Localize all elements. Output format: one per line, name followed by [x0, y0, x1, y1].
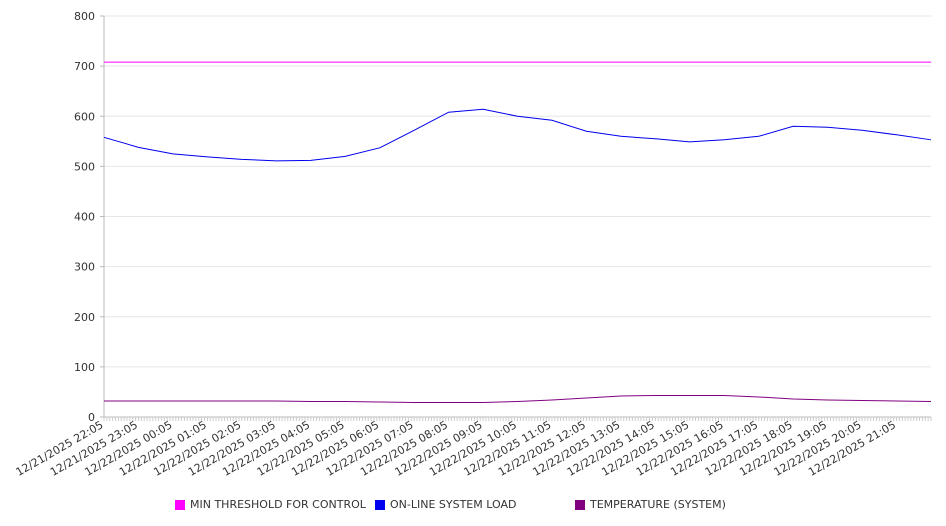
series-line-1	[103, 108, 932, 162]
series-line-2	[104, 394, 932, 403]
y-tick-label: 600	[74, 110, 95, 123]
y-tick-label: 100	[74, 361, 95, 374]
grid	[104, 15, 931, 368]
y-tick-label: 0	[88, 411, 95, 424]
y-tick-label: 200	[74, 311, 95, 324]
y-tick-label: 800	[74, 10, 95, 23]
line-chart: 0 100 200 300 400 500 600 700 800 12/21/2025 22:…	[14, 10, 932, 479]
y-tick-label: 700	[74, 60, 95, 73]
legend-label: TEMPERATURE (SYSTEM)	[590, 498, 726, 511]
legend: MIN THRESHOLD FOR CONTROL ON-LINE SYSTEM…	[0, 498, 946, 514]
legend-item-temperature[interactable]: TEMPERATURE (SYSTEM)	[575, 498, 726, 511]
legend-swatch	[575, 499, 585, 510]
y-tick-label: 300	[74, 261, 95, 274]
legend-item-load[interactable]: ON-LINE SYSTEM LOAD	[375, 498, 516, 511]
legend-swatch	[175, 499, 185, 510]
y-tick-label: 500	[74, 160, 95, 173]
y-axis: 0 100 200 300 400 500 600 700 800	[74, 10, 105, 424]
legend-item-threshold[interactable]: MIN THRESHOLD FOR CONTROL	[175, 498, 366, 511]
series-lines	[103, 61, 932, 403]
y-tick-label: 400	[74, 211, 95, 224]
legend-label: MIN THRESHOLD FOR CONTROL	[190, 498, 366, 511]
legend-label: ON-LINE SYSTEM LOAD	[390, 498, 517, 511]
legend-swatch	[375, 499, 385, 510]
